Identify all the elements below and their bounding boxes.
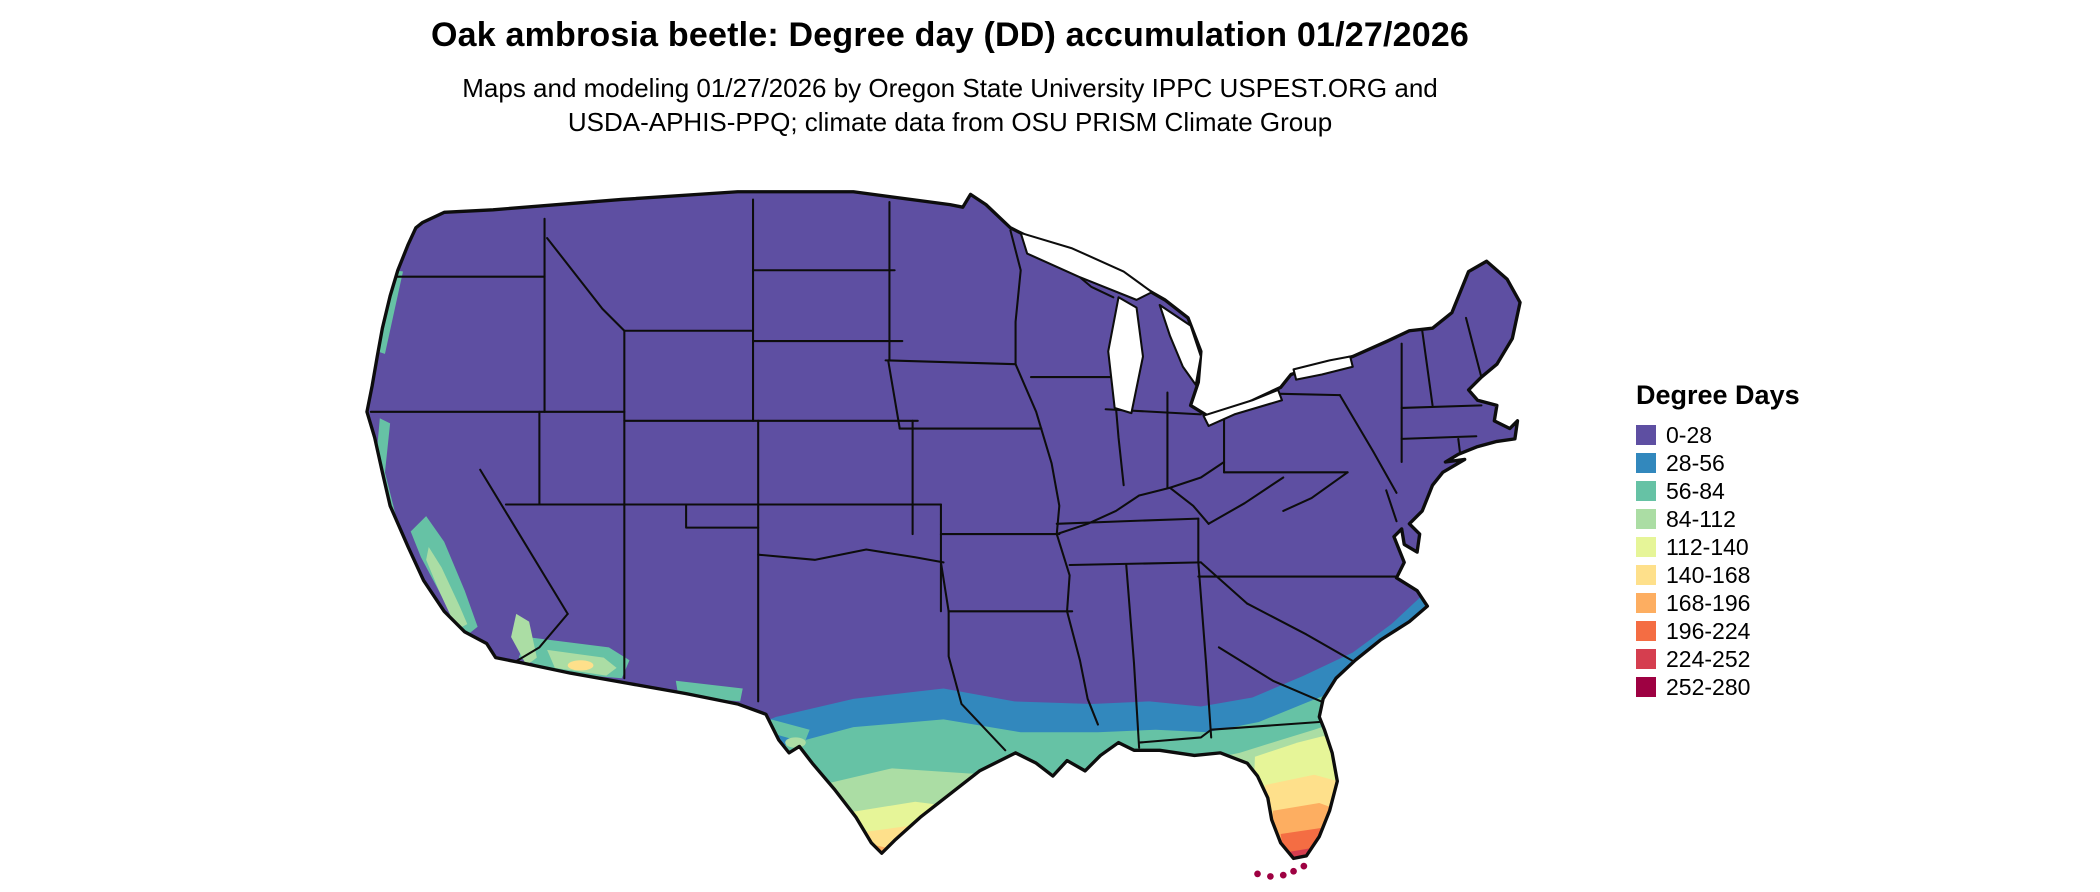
state-border bbox=[887, 359, 901, 430]
legend-swatch bbox=[1636, 565, 1656, 585]
florida-keys bbox=[1254, 862, 1308, 880]
legend-label: 224-252 bbox=[1666, 645, 1751, 672]
legend-item: 140-168 bbox=[1636, 561, 1800, 589]
state-border bbox=[1199, 561, 1249, 605]
state-border bbox=[479, 468, 569, 615]
patch-bigbend-teal bbox=[768, 719, 810, 743]
legend-label: 0-28 bbox=[1666, 421, 1713, 448]
legend-item: 56-84 bbox=[1636, 477, 1800, 505]
state-border bbox=[1385, 489, 1398, 523]
lake-erie bbox=[1202, 388, 1283, 428]
legend-label: 56-84 bbox=[1666, 477, 1725, 504]
keys-dot bbox=[1267, 873, 1274, 880]
legend-swatch bbox=[1636, 677, 1656, 697]
keys-dot bbox=[1300, 862, 1308, 870]
us-degree-day-map bbox=[300, 148, 1587, 888]
lake-huron bbox=[1158, 303, 1202, 386]
region-dd-140-168-tx bbox=[789, 824, 988, 859]
state-border bbox=[884, 359, 1017, 366]
legend-label: 84-112 bbox=[1666, 505, 1736, 532]
keys-dot bbox=[1279, 871, 1287, 879]
patch-az-yellow bbox=[567, 660, 594, 671]
state-border bbox=[1009, 229, 1022, 366]
legend-item: 196-224 bbox=[1636, 617, 1800, 645]
legend-swatch bbox=[1636, 649, 1656, 669]
legend-title: Degree Days bbox=[1636, 380, 1800, 410]
state-border bbox=[1055, 460, 1226, 536]
state-border bbox=[1197, 561, 1213, 739]
legend-item: 224-252 bbox=[1636, 645, 1800, 673]
state-border bbox=[1400, 435, 1478, 440]
region-dd-196-224-tx bbox=[856, 860, 905, 888]
legend-label: 140-168 bbox=[1666, 561, 1751, 588]
state-border bbox=[1217, 646, 1329, 705]
legend-item: 28-56 bbox=[1636, 449, 1800, 477]
patch-pnw-coast-teal bbox=[377, 270, 403, 354]
legend-label: 28-56 bbox=[1666, 449, 1725, 476]
legend-swatch bbox=[1636, 621, 1656, 641]
legend-label: 196-224 bbox=[1666, 617, 1751, 644]
state-border bbox=[1338, 394, 1398, 494]
dd-fill-regions bbox=[366, 191, 1521, 888]
legend-swatch bbox=[1636, 509, 1656, 529]
state-border bbox=[1246, 602, 1362, 667]
legend-item: 112-140 bbox=[1636, 533, 1800, 561]
legend-label: 252-280 bbox=[1666, 673, 1751, 700]
map-subtitle: Maps and modeling 01/27/2026 by Oregon S… bbox=[0, 71, 1900, 140]
legend-label: 168-196 bbox=[1666, 589, 1751, 616]
state-border bbox=[512, 612, 569, 664]
state-border bbox=[546, 237, 626, 332]
page-title: Oak ambrosia beetle: Degree day (DD) acc… bbox=[430, 16, 1470, 54]
lake-ontario bbox=[1292, 355, 1354, 381]
region-dd-196-224-fl bbox=[1280, 827, 1338, 859]
great-lakes bbox=[1019, 231, 1354, 428]
state-borders bbox=[369, 198, 1486, 752]
keys-dot bbox=[1290, 867, 1297, 875]
legend-item: 252-280 bbox=[1636, 673, 1800, 701]
state-border bbox=[1282, 471, 1349, 512]
us-map-svg bbox=[365, 190, 1522, 888]
subtitle-line-1: Maps and modeling 01/27/2026 by Oregon S… bbox=[462, 73, 1438, 103]
legend: Degree Days 0-28 28-56 56-84 84-112 112-… bbox=[1636, 380, 1800, 701]
state-border bbox=[1068, 561, 1202, 567]
state-border bbox=[685, 503, 760, 529]
state-border bbox=[1421, 329, 1434, 407]
lake-superior bbox=[1019, 231, 1154, 301]
patch-ca-valley-green bbox=[426, 546, 468, 630]
region-dd-168-196-tx bbox=[837, 845, 911, 859]
lake-michigan bbox=[1107, 296, 1145, 415]
patch-bigbend-green bbox=[785, 737, 806, 748]
state-border bbox=[939, 561, 1007, 752]
legend-label: 112-140 bbox=[1666, 533, 1749, 560]
title-block: Oak ambrosia beetle: Degree day (DD) acc… bbox=[0, 16, 1900, 140]
state-border bbox=[1400, 404, 1483, 409]
subtitle-line-2: USDA-APHIS-PPQ; climate data from OSU PR… bbox=[567, 107, 1333, 138]
patch-socal-yellow bbox=[466, 649, 485, 661]
state-border bbox=[757, 548, 945, 564]
legend-swatch bbox=[1636, 453, 1656, 473]
legend-item: 168-196 bbox=[1636, 589, 1800, 617]
state-border bbox=[1168, 486, 1210, 525]
state-border bbox=[1055, 517, 1200, 525]
state-border bbox=[1207, 476, 1285, 525]
state-border bbox=[1014, 363, 1099, 726]
state-border bbox=[1125, 563, 1141, 749]
legend-swatch bbox=[1636, 593, 1656, 613]
state-border bbox=[1138, 720, 1321, 744]
legend-swatch bbox=[1636, 481, 1656, 501]
legend-swatch bbox=[1636, 425, 1656, 445]
keys-dot bbox=[1254, 870, 1261, 878]
legend-item: 0-28 bbox=[1636, 421, 1800, 449]
legend-item: 84-112 bbox=[1636, 505, 1800, 533]
legend-swatch bbox=[1636, 537, 1656, 557]
